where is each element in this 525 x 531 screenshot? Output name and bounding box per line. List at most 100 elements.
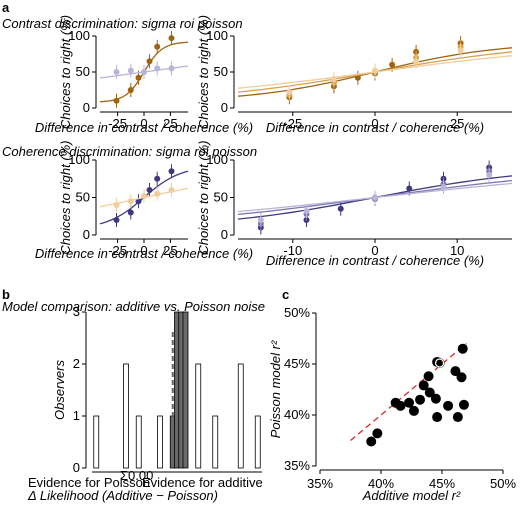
x-axis-label: Difference in contrast / coherence (%) (35, 120, 253, 135)
scatter-point (404, 397, 415, 408)
data-point (372, 67, 378, 74)
x-tick-label: 35% (307, 476, 333, 491)
x-axis-label: Additive model r² (362, 488, 461, 503)
data-point (141, 193, 147, 199)
panel-title: Model comparison: additive vs. Poisson n… (2, 299, 265, 314)
x-tick-label: 25 (163, 116, 177, 131)
panel-letter-c: c (282, 287, 289, 302)
y-tick-label: 100 (68, 152, 90, 167)
histogram-bar (135, 415, 142, 469)
y-tick-label: 50 (214, 190, 228, 205)
data-point (389, 61, 396, 68)
scatter-point-highlight (434, 358, 445, 368)
y-tick-label: 45% (284, 356, 310, 371)
x-tick-label: 50% (490, 476, 516, 491)
data-point (127, 67, 134, 74)
y-tick-label: 100 (68, 28, 90, 43)
x-tick-label: 0 (371, 243, 378, 258)
data-point (146, 187, 153, 193)
contrast-psychometric-right: 0 50 100 -25 0 25 Choices to right (%) Differen… (196, 15, 513, 135)
y-axis-label: Choices to right (%) (58, 15, 73, 129)
data-point (127, 87, 134, 93)
contrast-psychometric-left: 0 50 100 -25 0 25 Choices to right (%)Differen… (2, 15, 253, 135)
data-point (168, 65, 175, 72)
data-point (135, 74, 142, 81)
scatter-point (366, 436, 377, 447)
scatter-point (372, 428, 383, 439)
panel-letter-a: a (2, 0, 10, 15)
histogram-bar (237, 363, 244, 469)
data-point (154, 190, 161, 197)
scatter-point (457, 343, 468, 354)
x-tick-label: 25 (163, 243, 177, 258)
y-tick-label: 1 (73, 408, 80, 423)
y-tick-label: 50 (76, 190, 90, 205)
data-point (135, 198, 142, 205)
histogram-bar (93, 415, 100, 469)
x-tick-label: -25 (108, 243, 127, 258)
data-point (146, 58, 153, 65)
data-point (154, 65, 161, 72)
scatter-point (456, 372, 467, 383)
data-point (168, 35, 175, 42)
scatter-point (395, 400, 406, 411)
y-tick-label: 40% (284, 407, 310, 422)
data-point (168, 187, 175, 193)
x-center-tick-label: Σ0.00 (120, 468, 153, 483)
histogram-bar (195, 363, 202, 469)
data-point (154, 43, 161, 50)
y-axis-label: Choices to right (%) (58, 140, 73, 254)
data-point (303, 208, 310, 214)
histogram-bar (212, 415, 219, 469)
scatter-point (458, 399, 469, 410)
histogram-bar (182, 311, 189, 469)
x-tick-label: 0 (140, 243, 147, 258)
scatter-point (415, 394, 426, 405)
data-point (113, 202, 120, 208)
y-tick-label: 0 (83, 227, 90, 242)
data-point (486, 172, 493, 178)
data-point (413, 58, 420, 65)
x-annotation-left: Evidence for Poisson (28, 475, 150, 490)
y-tick-label: 50% (284, 305, 310, 320)
scatter-point (434, 357, 445, 368)
data-point (127, 209, 134, 216)
data-point (457, 47, 464, 54)
scatter-point (443, 400, 454, 411)
y-tick-label: 0 (83, 100, 90, 115)
y-tick-label: 0 (221, 100, 228, 115)
panel-title: Contrast discrimination: sigma roi poiss… (2, 16, 243, 31)
data-point (127, 198, 134, 205)
y-tick-label: 0 (221, 227, 228, 242)
y-axis-label: Choices to right (%) (196, 15, 211, 129)
data-point (168, 168, 175, 175)
data-point (286, 89, 293, 96)
scatter-point (430, 393, 441, 404)
histogram-bar (157, 415, 163, 469)
y-tick-label: 0 (73, 460, 80, 475)
y-axis-label: Choices to right (%) (196, 140, 211, 254)
r2-scatter-plot: 35% 40% 45% 50% 35% 40% 45% 50% Poisson model r²… (268, 305, 516, 503)
data-point (406, 185, 413, 192)
data-point (372, 194, 378, 201)
panel-title: Coherence discrimination: sigma roi pois… (2, 144, 257, 159)
x-axis-label: Δ Likelihood (Additive − Poisson) (27, 488, 218, 503)
x-annotation-right: Evidence for additive (142, 475, 263, 490)
scatter-point (423, 371, 434, 382)
panel-letter-b: b (2, 287, 10, 302)
data-point (113, 69, 120, 75)
y-tick-label: 2 (73, 356, 80, 371)
y-tick-label: 100 (206, 28, 228, 43)
data-point (330, 76, 337, 83)
x-tick-label: 0 (140, 116, 147, 131)
x-tick-label: 0 (371, 116, 378, 131)
coherence-psychometric-left: 0 50 100 -25 0 25 Choices to right (%)Differen… (2, 140, 257, 261)
scatter-point (418, 380, 429, 391)
scatter-point (408, 405, 419, 416)
histogram-bar (123, 363, 129, 469)
coherence-psychometric-right: 0 50 100 -10 0 10 Choices to right (%) Differen… (196, 140, 513, 268)
y-axis-label: Observers (52, 360, 67, 420)
y-tick-label: 35% (284, 458, 310, 473)
x-tick-label: 25 (450, 116, 464, 131)
